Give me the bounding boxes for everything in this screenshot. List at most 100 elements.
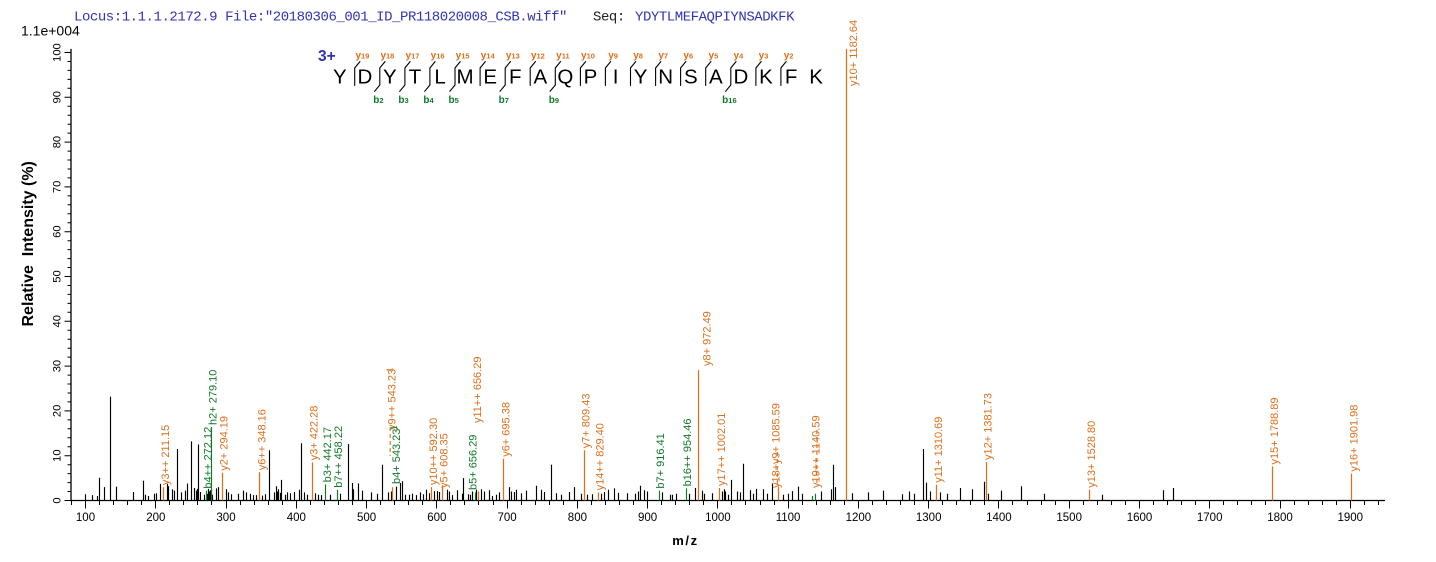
svg-text:L: L (434, 66, 445, 89)
svg-text:D: D (733, 66, 748, 89)
svg-text:700: 700 (498, 512, 517, 524)
svg-text:N: N (658, 66, 673, 89)
svg-text:1: 1 (386, 367, 395, 372)
svg-text:3+: 3+ (318, 48, 336, 65)
svg-text:100: 100 (76, 512, 95, 524)
svg-text:b3: b3 (398, 95, 408, 106)
svg-text:40: 40 (52, 315, 64, 327)
svg-text:b7++ 458.22: b7++ 458.22 (333, 426, 345, 488)
svg-text:y16+ 1901.98: y16+ 1901.98 (1348, 405, 1360, 472)
svg-text:y4: y4 (734, 51, 745, 62)
svg-text:90: 90 (52, 91, 64, 103)
svg-text:D: D (357, 66, 372, 89)
svg-text:y12: y12 (531, 51, 545, 62)
svg-text:y7: y7 (658, 51, 668, 62)
svg-text:1000: 1000 (705, 512, 731, 524)
svg-text:h2+ 279.10: h2+ 279.10 (207, 370, 219, 425)
svg-text:y9: y9 (608, 51, 618, 62)
svg-text:800: 800 (568, 512, 587, 524)
svg-text:y19: y19 (355, 51, 369, 62)
svg-text:900: 900 (638, 512, 657, 524)
svg-text:F: F (785, 66, 798, 89)
svg-text:A: A (534, 66, 548, 89)
svg-text:400: 400 (287, 512, 306, 524)
svg-text:1200: 1200 (846, 512, 872, 524)
svg-text:b5+ 656.29: b5+ 656.29 (468, 435, 480, 490)
svg-text:60: 60 (52, 225, 64, 237)
svg-text:I: I (613, 66, 619, 89)
svg-text:80: 80 (52, 136, 64, 148)
svg-text:Relative Intensity (%): Relative Intensity (%) (20, 161, 37, 326)
svg-text:b16++ 954.46: b16++ 954.46 (682, 418, 694, 486)
svg-text:y11: y11 (556, 51, 570, 62)
svg-text:1800: 1800 (1267, 512, 1293, 524)
svg-text:y5: y5 (709, 51, 719, 62)
svg-text:Y: Y (333, 66, 347, 89)
svg-text:y10+ 1182.64: y10+ 1182.64 (848, 20, 860, 86)
svg-text:0: 0 (52, 497, 64, 503)
svg-text:E: E (483, 66, 497, 89)
svg-text:y9+ 1085.59: y9+ 1085.59 (771, 403, 783, 464)
svg-text:y3++ 211.15: y3++ 211.15 (160, 425, 172, 485)
svg-text:1.1e+004: 1.1e+004 (21, 23, 80, 39)
svg-text:1500: 1500 (1056, 512, 1082, 524)
svg-text:K: K (809, 66, 823, 89)
svg-text:y8: y8 (633, 51, 643, 62)
svg-text:y13: y13 (506, 51, 520, 62)
svg-text:y10++ 592.30: y10++ 592.30 (428, 418, 440, 485)
svg-text:1700: 1700 (1197, 512, 1223, 524)
svg-text:YDYTLMEFAQPIYNSADKFK: YDYTLMEFAQPIYNSADKFK (635, 10, 795, 26)
svg-text:y16: y16 (431, 51, 445, 62)
svg-text:P: P (584, 66, 598, 89)
svg-text:Locus:1.1.1.2172.9 File:"20180: Locus:1.1.1.2172.9 File:"20180306_001_ID… (74, 10, 567, 26)
svg-text:50: 50 (52, 270, 64, 282)
svg-text:Seq:: Seq: (593, 10, 625, 26)
svg-text:500: 500 (357, 512, 376, 524)
svg-text:y3+ 422.28: y3+ 422.28 (309, 406, 321, 461)
svg-text:y15: y15 (456, 51, 470, 62)
svg-text:1900: 1900 (1338, 512, 1364, 524)
svg-text:y6: y6 (683, 51, 693, 62)
svg-text:300: 300 (216, 512, 235, 524)
svg-text:b4++ 272.12: b4++ 272.12 (202, 427, 214, 489)
svg-text:b7+ 916.41: b7+ 916.41 (655, 433, 667, 488)
svg-text:y14: y14 (481, 51, 496, 62)
svg-text:Q: Q (557, 66, 573, 89)
svg-text:y2: y2 (784, 51, 794, 62)
svg-text:1300: 1300 (916, 512, 942, 524)
svg-text:y17: y17 (406, 51, 420, 62)
svg-text:y3: y3 (759, 51, 769, 62)
svg-text:K: K (759, 66, 773, 89)
svg-text:y17++ 1002.01: y17++ 1002.01 (716, 413, 728, 486)
svg-text:S: S (684, 66, 698, 89)
svg-text:y11++ 656.29: y11++ 656.29 (472, 357, 484, 423)
svg-text:y9++ 543.23: y9++ 543.23 (387, 369, 399, 430)
svg-text:y14++ 829.40: y14++ 829.40 (595, 423, 607, 490)
svg-text:m/z: m/z (672, 533, 698, 548)
svg-text:Y: Y (634, 66, 648, 89)
svg-text:y19++ 1140.59: y19++ 1140.59 (811, 415, 823, 488)
svg-text:b4+ 543.23: b4+ 543.23 (391, 429, 403, 484)
svg-text:20: 20 (52, 405, 64, 417)
svg-text:b3+ 442.17: b3+ 442.17 (322, 427, 334, 482)
svg-text:1100: 1100 (776, 512, 801, 524)
svg-text:y7+ 809.43: y7+ 809.43 (581, 394, 593, 449)
svg-text:y11+ 1310.69: y11+ 1310.69 (933, 417, 945, 483)
svg-text:b4: b4 (423, 95, 434, 106)
svg-text:y12+ 1381.73: y12+ 1381.73 (983, 393, 995, 460)
svg-text:b9: b9 (549, 95, 559, 106)
svg-text:100: 100 (52, 43, 64, 62)
svg-text:b7: b7 (499, 95, 509, 106)
svg-text:T: T (409, 66, 422, 89)
svg-text:b2: b2 (373, 95, 383, 106)
svg-text:1400: 1400 (986, 512, 1012, 524)
svg-text:b16: b16 (722, 95, 736, 106)
svg-text:y5+ 608.35: y5+ 608.35 (439, 433, 451, 488)
svg-text:Y: Y (383, 66, 397, 89)
svg-text:200: 200 (146, 512, 165, 524)
svg-text:70: 70 (52, 181, 64, 193)
svg-text:y13+ 1528.80: y13+ 1528.80 (1086, 421, 1098, 488)
svg-text:b5: b5 (448, 95, 458, 106)
svg-text:600: 600 (427, 512, 446, 524)
svg-text:y15+ 1788.89: y15+ 1788.89 (1269, 398, 1281, 465)
